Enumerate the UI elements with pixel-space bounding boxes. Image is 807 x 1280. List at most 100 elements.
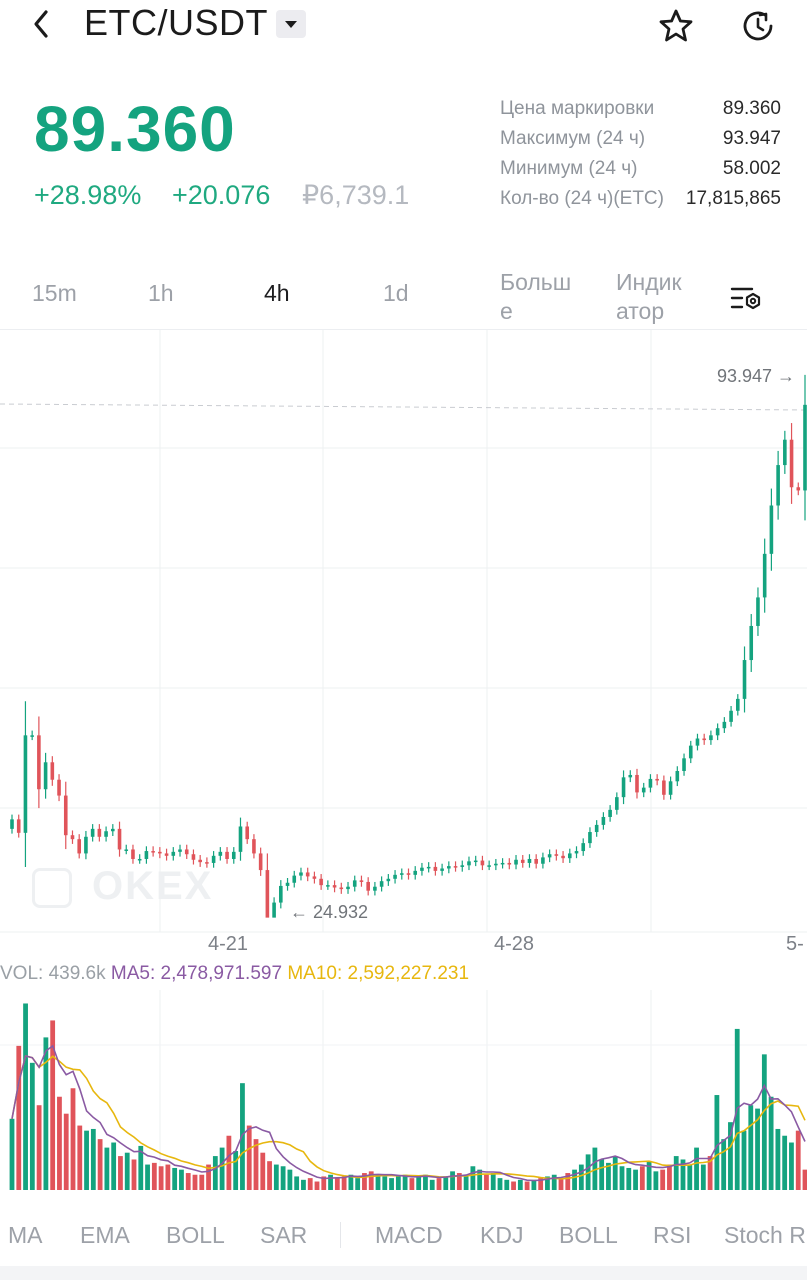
candle bbox=[655, 774, 659, 786]
volume-bar bbox=[565, 1173, 571, 1190]
candle bbox=[715, 723, 720, 741]
candle bbox=[695, 733, 700, 751]
volume-bar bbox=[77, 1125, 83, 1190]
candle bbox=[16, 814, 21, 838]
volume-bar bbox=[341, 1176, 347, 1190]
volume-bar bbox=[321, 1176, 327, 1190]
volume-bar bbox=[599, 1159, 605, 1190]
volume-bar bbox=[90, 1128, 96, 1190]
candle bbox=[332, 880, 337, 893]
candle-body bbox=[729, 710, 733, 722]
pair-title[interactable]: ETC/USDT bbox=[84, 2, 268, 43]
pair-dropdown-button[interactable] bbox=[276, 10, 306, 38]
volume-bar bbox=[511, 1181, 516, 1190]
tab-indicators-line1: Индик bbox=[616, 269, 682, 295]
volume-bar bbox=[267, 1161, 272, 1190]
candle-body bbox=[561, 855, 565, 859]
volume-bar bbox=[572, 1169, 577, 1190]
candle bbox=[688, 740, 693, 764]
candle bbox=[668, 776, 673, 800]
volume-bar bbox=[619, 1166, 625, 1190]
candle bbox=[319, 874, 323, 890]
stat-label-volume: Кол-во (24 ч)(ETC) bbox=[500, 188, 664, 209]
indicator-ema[interactable]: EMA bbox=[80, 1222, 130, 1248]
tab-indicators[interactable]: Индик атор bbox=[616, 268, 682, 326]
candle-body bbox=[668, 781, 673, 795]
tab-15m[interactable]: 15m bbox=[32, 280, 77, 306]
candle-body bbox=[30, 735, 34, 737]
volume-bar bbox=[118, 1156, 123, 1190]
volume-bar bbox=[185, 1173, 191, 1190]
candle-body bbox=[50, 762, 55, 780]
candle-body bbox=[567, 853, 572, 859]
volume-bar bbox=[626, 1167, 632, 1190]
volume-bar bbox=[741, 1130, 747, 1190]
candle-body bbox=[628, 774, 633, 778]
volume-bar bbox=[490, 1173, 496, 1190]
tab-1d[interactable]: 1d bbox=[383, 280, 409, 306]
indicator-rsi[interactable]: RSI bbox=[653, 1222, 692, 1248]
volume-bar bbox=[667, 1164, 672, 1190]
volume-bar bbox=[212, 1156, 218, 1190]
candle bbox=[554, 849, 559, 861]
volume-bar bbox=[443, 1176, 449, 1190]
candle-body bbox=[500, 862, 505, 865]
volume-bar bbox=[748, 1105, 754, 1190]
indicator-sar[interactable]: SAR bbox=[260, 1222, 308, 1248]
candlestick-chart[interactable] bbox=[0, 330, 807, 962]
star-icon[interactable] bbox=[656, 6, 696, 46]
volume-bar bbox=[416, 1176, 422, 1190]
candle bbox=[722, 717, 727, 733]
candle bbox=[648, 774, 653, 793]
volume-bar bbox=[768, 1096, 774, 1190]
candle-body bbox=[37, 735, 41, 790]
volume-bar bbox=[273, 1164, 279, 1190]
candle bbox=[366, 877, 370, 896]
candle-body bbox=[238, 826, 243, 852]
candle bbox=[258, 847, 263, 876]
candle-body bbox=[184, 849, 189, 855]
candle bbox=[567, 848, 572, 863]
candle bbox=[164, 848, 169, 861]
candle-body bbox=[608, 809, 612, 817]
tab-4h[interactable]: 4h bbox=[264, 280, 290, 306]
volume-bar bbox=[199, 1174, 205, 1190]
indicator-ma[interactable]: MA bbox=[8, 1222, 43, 1248]
indicator-kdj[interactable]: KDJ bbox=[480, 1222, 524, 1248]
candle-body bbox=[205, 862, 209, 864]
indicator-boll-sub[interactable]: BOLL bbox=[559, 1222, 618, 1248]
candle bbox=[735, 694, 740, 716]
candle bbox=[184, 844, 189, 859]
candle bbox=[608, 805, 612, 822]
back-chevron-icon[interactable] bbox=[28, 6, 58, 42]
tab-1h[interactable]: 1h bbox=[148, 280, 174, 306]
volume-bar bbox=[355, 1178, 361, 1190]
candle bbox=[534, 854, 538, 869]
candle bbox=[77, 834, 82, 859]
candle bbox=[30, 730, 34, 741]
candle-body bbox=[547, 854, 552, 858]
candle bbox=[37, 716, 41, 809]
volume-bar bbox=[23, 1003, 28, 1190]
candle bbox=[581, 838, 586, 856]
chart-settings-icon[interactable] bbox=[730, 284, 764, 314]
indicator-stoch-rsi[interactable]: Stoch RSI bbox=[724, 1222, 807, 1248]
candle-body bbox=[191, 854, 196, 860]
volume-chart[interactable] bbox=[0, 990, 807, 1200]
volume-bar bbox=[592, 1147, 598, 1190]
tab-more[interactable]: Больш е bbox=[500, 268, 571, 326]
candle bbox=[144, 846, 149, 864]
history-icon[interactable] bbox=[738, 6, 778, 46]
indicator-boll[interactable]: BOLL bbox=[166, 1222, 225, 1248]
volume-legend: VOL: 439.6k MA5: 2,478,971.597 MA10: 2,5… bbox=[0, 963, 469, 985]
watermark: OKEX bbox=[92, 864, 214, 908]
candle-body bbox=[10, 819, 14, 829]
volume-bar bbox=[301, 1179, 306, 1190]
high-price-line bbox=[0, 403, 807, 411]
candle bbox=[460, 860, 465, 872]
candle-body bbox=[144, 851, 149, 859]
candle bbox=[769, 488, 774, 571]
indicator-macd[interactable]: MACD bbox=[375, 1222, 443, 1248]
candle bbox=[783, 430, 787, 474]
candle-body bbox=[413, 870, 418, 875]
